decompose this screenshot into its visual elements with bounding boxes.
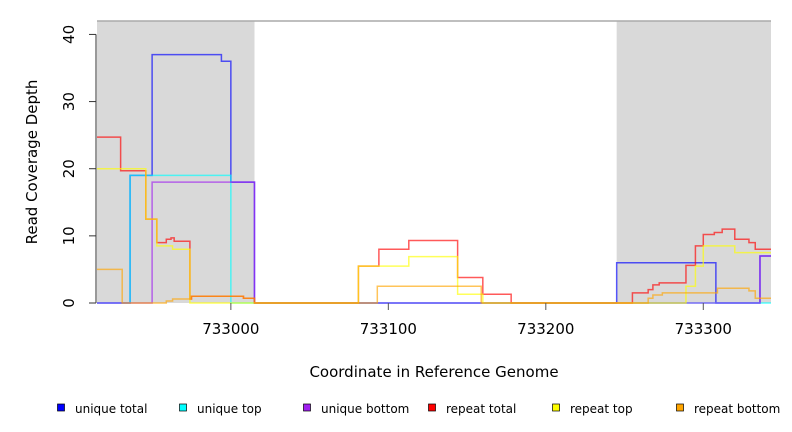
y-tick-label: 40 xyxy=(60,25,78,44)
legend-item: repeat total xyxy=(428,402,516,416)
x-tick-label: 733000 xyxy=(202,320,259,338)
shaded-region xyxy=(616,21,771,303)
x-tick-label: 733200 xyxy=(517,320,574,338)
legend-swatch xyxy=(428,403,436,412)
series-line-repeat-top xyxy=(97,167,771,304)
legend-label: repeat total xyxy=(446,402,516,416)
plot-background xyxy=(97,20,771,303)
legend-swatch xyxy=(552,403,560,412)
series-line-unique-bottom xyxy=(97,181,771,304)
x-axis-label: Coordinate in Reference Genome xyxy=(309,363,558,381)
legend: unique total unique top unique bottom repea… xyxy=(57,402,780,416)
legend-item: unique bottom xyxy=(303,402,409,416)
legend-swatch xyxy=(179,403,187,412)
legend-item: repeat top xyxy=(552,402,633,416)
x-tick-label: 733300 xyxy=(675,320,732,338)
legend-item: unique total xyxy=(57,402,147,416)
legend-item: unique top xyxy=(179,402,262,416)
shaded-region xyxy=(97,21,255,303)
legend-label: unique bottom xyxy=(321,402,409,416)
legend-label: repeat top xyxy=(570,402,633,416)
legend-swatch xyxy=(303,403,311,412)
y-tick-label: 20 xyxy=(60,159,78,178)
y-tick-label: 0 xyxy=(60,298,78,308)
y-tick-label: 10 xyxy=(60,226,78,245)
series-lines xyxy=(97,53,771,304)
legend-swatch xyxy=(57,403,65,412)
legend-swatch xyxy=(676,403,684,412)
legend-label: unique total xyxy=(75,402,147,416)
series-line-repeat-bottom xyxy=(97,268,771,304)
axes: 0 10 20 30 40 733000 733100 733200 733300 xyxy=(60,25,732,338)
legend-label: repeat bottom xyxy=(694,402,780,416)
y-axis-label: Read Coverage Depth xyxy=(23,80,41,245)
y-tick-label: 30 xyxy=(60,92,78,111)
series-line-repeat-total xyxy=(97,136,771,304)
legend-item: repeat bottom xyxy=(676,402,780,416)
x-tick-label: 733100 xyxy=(360,320,417,338)
legend-label: unique top xyxy=(197,402,262,416)
